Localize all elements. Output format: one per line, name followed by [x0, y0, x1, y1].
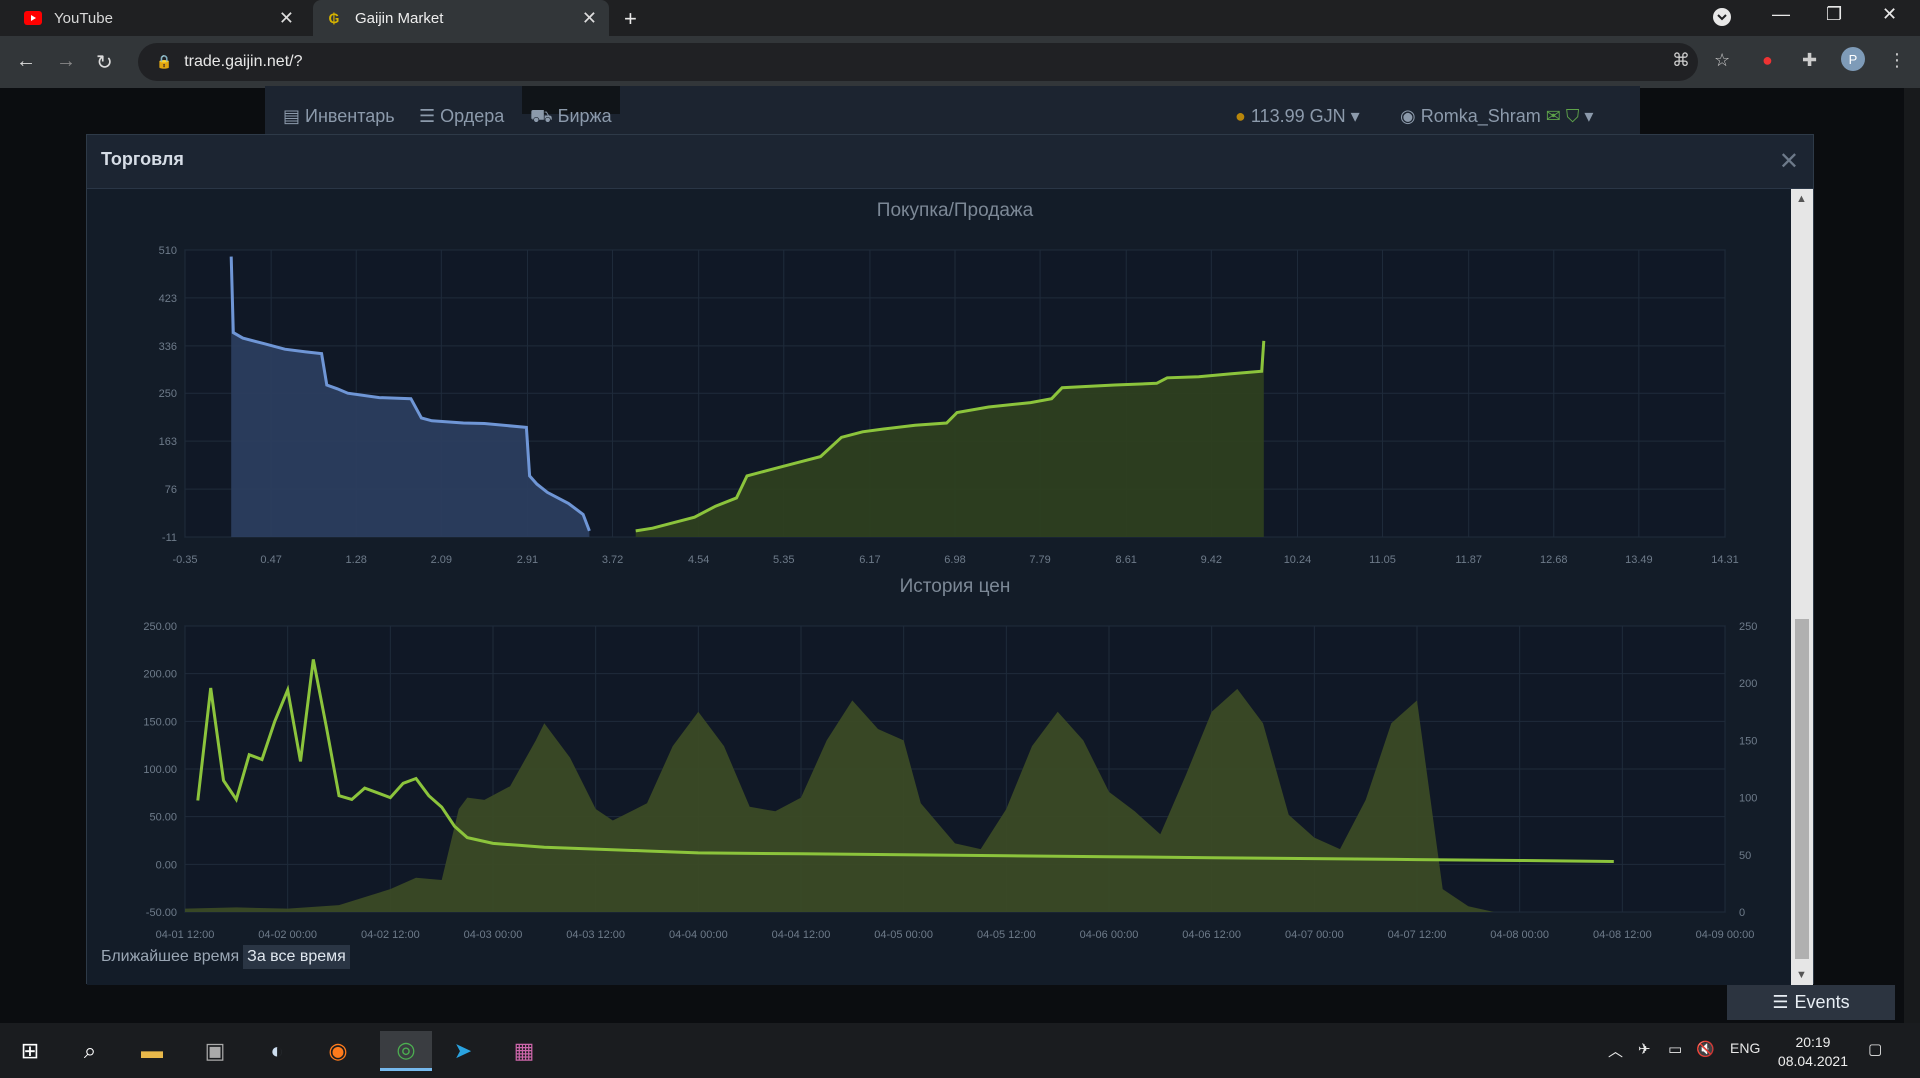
- address-bar: ← → ↻ 🔒 trade.gaijin.net/? ⌘ ☆ ● ✚ P ⋮: [0, 36, 1920, 88]
- nav-orders[interactable]: ☰ Ордера: [419, 106, 505, 126]
- nav-exchange[interactable]: ⛟ Биржа: [522, 86, 620, 126]
- clock[interactable]: 20:19 08.04.2021: [1778, 1033, 1848, 1071]
- user-icon: ◉: [1400, 106, 1416, 126]
- shield-icon: ⛉: [1565, 106, 1580, 126]
- app-icon[interactable]: ▣: [204, 1038, 226, 1063]
- svg-text:P: P: [1849, 52, 1858, 67]
- restore-icon[interactable]: ❐: [1826, 4, 1843, 24]
- nearest-time-button[interactable]: Ближайшее время: [101, 948, 240, 965]
- app-icon[interactable]: ▦: [513, 1038, 535, 1063]
- back-icon[interactable]: ←: [16, 50, 36, 72]
- url-input[interactable]: 🔒 trade.gaijin.net/?: [138, 43, 1698, 81]
- date: 08.04.2021: [1777, 1053, 1848, 1069]
- windows-start-icon[interactable]: ⊞: [20, 1038, 40, 1063]
- page-scrollbar[interactable]: [1904, 88, 1920, 1023]
- volume-mute-icon[interactable]: 🔇: [1696, 1041, 1715, 1058]
- firefox-icon[interactable]: ◉: [328, 1038, 348, 1063]
- user-menu[interactable]: ◉ Romka_Shram ✉ ⛉ ▾: [1400, 106, 1594, 126]
- forward-icon[interactable]: →: [56, 50, 76, 72]
- notifications-icon[interactable]: ▢: [1868, 1041, 1883, 1058]
- balance[interactable]: ● 113.99 GJN ▾: [1235, 106, 1360, 126]
- list-icon: ☰: [1772, 992, 1789, 1012]
- new-tab-icon[interactable]: +: [624, 6, 637, 31]
- briefcase-icon: ▤: [283, 106, 301, 126]
- youtube-icon: [24, 11, 42, 25]
- search-icon[interactable]: ⌕: [83, 1038, 97, 1063]
- bookmark-star-icon[interactable]: ☆: [1714, 50, 1731, 70]
- tab-bar: YouTube ✕ ₲ Gaijin Market ✕ + — ❐ ✕: [0, 0, 1920, 36]
- scroll-thumb[interactable]: [1795, 619, 1809, 959]
- time: 20:19: [1795, 1034, 1831, 1050]
- network-icon[interactable]: ✈: [1638, 1041, 1651, 1058]
- modal-header: Торговля ✕: [87, 135, 1813, 189]
- url-text: trade.gaijin.net/?: [184, 53, 303, 70]
- taskbar: ⊞ ⌕ ▬ ▣ ◐ ◉ ◎ ➤ ▦ ︿ ✈ ▭ 🔇 ENG 20:19 08.0…: [0, 1023, 1920, 1078]
- menu-icon[interactable]: ⋮: [1888, 50, 1906, 70]
- lock-icon: 🔒: [156, 54, 173, 69]
- chrome-icon[interactable]: ◎: [380, 1031, 432, 1071]
- tab-title: Gaijin Market: [355, 9, 444, 27]
- language-indicator[interactable]: ENG: [1730, 1040, 1761, 1056]
- profile-avatar[interactable]: P: [1840, 46, 1866, 77]
- modal-body: [87, 189, 1792, 985]
- steam-icon[interactable]: ◐: [270, 1038, 284, 1063]
- cart-icon: ⛟: [530, 106, 553, 126]
- list-icon: ☰: [419, 106, 436, 126]
- all-time-button[interactable]: За все время: [243, 945, 350, 969]
- tab-title: YouTube: [54, 9, 113, 27]
- tray-expand-icon[interactable]: ︿: [1608, 1043, 1624, 1060]
- reload-icon[interactable]: ↻: [96, 52, 113, 74]
- scroll-down-icon[interactable]: ▼: [1796, 969, 1807, 981]
- nav-inventory[interactable]: ▤ Инвентарь: [283, 106, 395, 126]
- gaijin-icon: ₲: [328, 10, 340, 26]
- puzzle-icon[interactable]: ✚: [1802, 50, 1818, 70]
- minimize-icon[interactable]: —: [1772, 4, 1790, 24]
- close-icon[interactable]: ✕: [1778, 148, 1799, 175]
- scroll-up-icon[interactable]: ▲: [1796, 193, 1807, 205]
- modal-scrollbar[interactable]: ▲ ▼: [1791, 189, 1813, 985]
- mail-icon: ✉: [1545, 106, 1561, 126]
- range-buttons: Ближайшее время За все время: [97, 945, 350, 969]
- modal-title: Торговля: [101, 149, 184, 169]
- extension-icon[interactable]: ●: [1762, 50, 1773, 70]
- coin-icon: ●: [1235, 106, 1246, 126]
- tab-youtube[interactable]: YouTube ✕: [12, 0, 306, 36]
- events-button[interactable]: ☰ Events: [1727, 985, 1895, 1020]
- close-tab-icon[interactable]: ✕: [581, 7, 597, 28]
- trade-modal: Торговля ✕ ▲ ▼: [86, 134, 1814, 985]
- close-tab-icon[interactable]: ✕: [278, 7, 294, 28]
- tab-gaijin-market[interactable]: ₲ Gaijin Market ✕: [313, 0, 609, 36]
- close-window-icon[interactable]: ✕: [1882, 4, 1898, 24]
- telegram-icon[interactable]: ➤: [453, 1038, 473, 1063]
- site-nav: ▤ Инвентарь ☰ Ордера ⛟ Биржа ● 113.99 GJ…: [265, 86, 1640, 134]
- battery-icon[interactable]: ▭: [1668, 1041, 1683, 1058]
- file-explorer-icon[interactable]: ▬: [141, 1038, 163, 1063]
- profile-menu-icon[interactable]: [1712, 7, 1732, 32]
- translate-icon[interactable]: ⌘: [1672, 50, 1690, 70]
